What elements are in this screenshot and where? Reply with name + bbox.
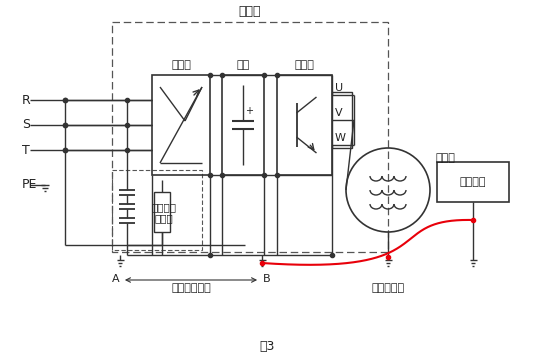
Bar — [154, 192, 170, 232]
Text: 机械设备: 机械设备 — [460, 177, 486, 187]
Text: B: B — [263, 274, 271, 284]
Text: 电容: 电容 — [236, 60, 250, 70]
Text: S: S — [22, 118, 30, 131]
Text: W: W — [335, 133, 346, 143]
Text: 图3: 图3 — [260, 340, 275, 353]
Bar — [112, 170, 202, 250]
Text: PE: PE — [22, 179, 37, 192]
Bar — [222, 75, 264, 175]
Text: 整流桥: 整流桥 — [171, 60, 191, 70]
Text: +: + — [245, 106, 253, 116]
Text: R: R — [22, 94, 30, 106]
Bar — [437, 162, 509, 202]
Text: 电机接地端: 电机接地端 — [371, 283, 404, 293]
Text: U: U — [335, 83, 343, 93]
Text: 变频器接地端: 变频器接地端 — [171, 283, 211, 293]
Text: 电动机: 电动机 — [435, 153, 455, 163]
Bar — [332, 92, 352, 148]
Text: 逆变桥: 逆变桥 — [295, 60, 315, 70]
Bar — [152, 75, 210, 175]
Text: T: T — [22, 143, 30, 156]
Text: A: A — [112, 274, 120, 284]
Text: 变频器: 变频器 — [239, 5, 261, 18]
Bar — [277, 75, 332, 175]
Text: V: V — [335, 108, 342, 118]
Bar — [112, 22, 388, 252]
Text: 感应浪涌
滤波器: 感应浪涌 滤波器 — [151, 202, 177, 224]
